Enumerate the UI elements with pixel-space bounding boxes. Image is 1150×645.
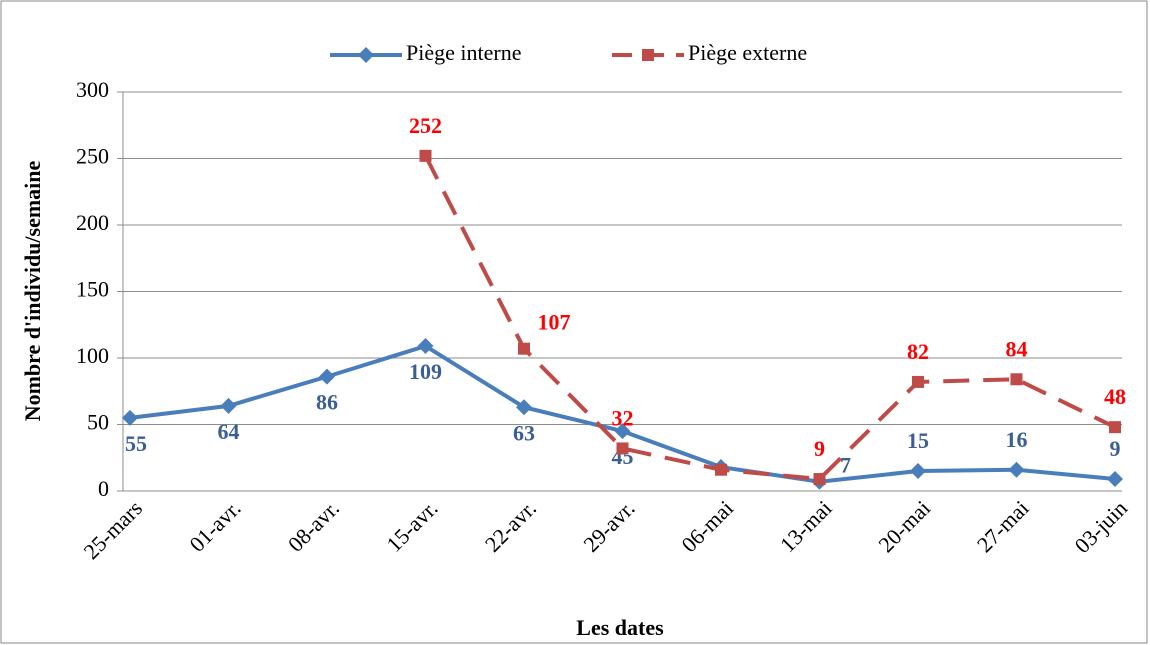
data-label: 9 (1110, 436, 1121, 461)
point (122, 409, 138, 426)
data-label: 84 (1006, 336, 1028, 361)
point (516, 399, 532, 416)
data-label: 32 (612, 405, 634, 430)
data-label: 7 (840, 453, 851, 478)
point (912, 375, 924, 388)
y-tick-label: 0 (98, 476, 109, 501)
point (220, 397, 237, 414)
x-axis-title: Les dates (576, 615, 664, 640)
data-label: 64 (218, 419, 240, 444)
data-label: 15 (907, 428, 929, 453)
data-label: 82 (907, 339, 929, 364)
y-tick-label: 50 (87, 410, 109, 435)
point (319, 368, 335, 385)
data-label: 55 (125, 431, 147, 456)
point (715, 463, 727, 476)
point (518, 342, 530, 355)
point (616, 442, 629, 455)
legend-label: Piège externe (688, 40, 807, 65)
series-line (423, 154, 1116, 482)
data-label: 9 (814, 436, 825, 461)
point (419, 149, 432, 162)
y-axis-title: Nombre d'individu/semaine (20, 160, 45, 421)
data-label: 86 (316, 390, 338, 415)
data-label: 107 (538, 310, 571, 335)
point (813, 473, 826, 486)
y-tick-label: 100 (76, 343, 109, 368)
point (1008, 461, 1025, 478)
legend-label: Piège interne (406, 40, 521, 65)
data-label: 48 (1104, 384, 1126, 409)
legend-marker (642, 49, 654, 61)
point (1010, 373, 1023, 386)
point (1109, 421, 1121, 434)
data-label: 109 (409, 359, 442, 384)
y-tick-label: 200 (76, 210, 109, 235)
y-tick-label: 150 (76, 277, 109, 302)
point (417, 338, 434, 355)
y-tick-label: 300 (76, 77, 109, 102)
point (1107, 471, 1123, 488)
point (614, 423, 631, 440)
legend-marker (358, 47, 374, 63)
data-label: 252 (409, 113, 442, 138)
data-label: 16 (1006, 427, 1028, 452)
y-tick-label: 250 (76, 144, 109, 169)
data-label: 63 (513, 420, 535, 445)
point (910, 463, 926, 480)
